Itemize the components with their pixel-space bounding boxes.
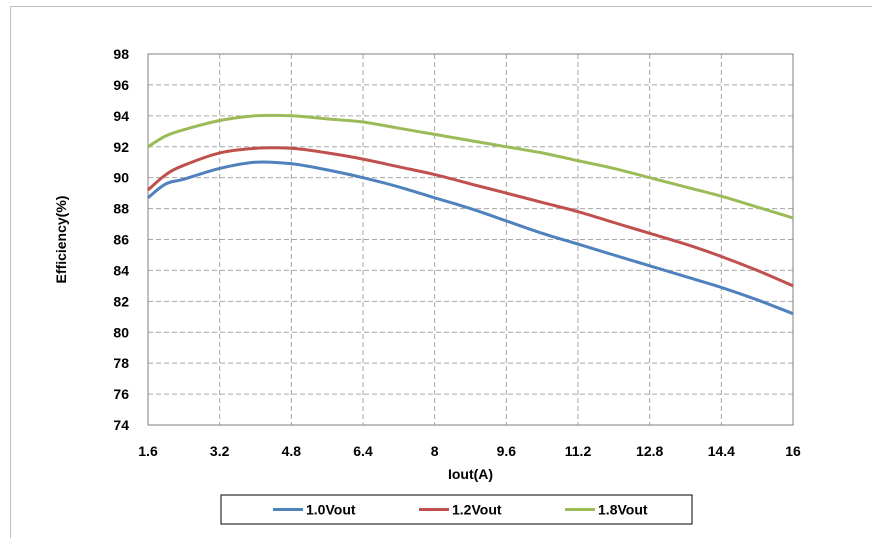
x-tick-label: 14.4 <box>708 443 735 459</box>
y-tick-label: 94 <box>113 108 129 124</box>
x-tick-label: 11.2 <box>565 443 592 459</box>
y-tick-label: 96 <box>113 77 129 93</box>
series-line-2 <box>147 146 794 288</box>
y-tick-label: 74 <box>113 417 129 433</box>
y-tick-label: 90 <box>113 170 129 186</box>
legend-label: 1.8Vout <box>598 502 648 518</box>
x-tick-label: 6.4 <box>353 443 373 459</box>
legend-label: 1.0Vout <box>306 502 356 518</box>
y-tick-label: 86 <box>113 232 129 248</box>
grid-lines <box>147 53 794 426</box>
y-tick-label: 80 <box>113 324 129 340</box>
series-line-1 <box>147 160 794 316</box>
chart-frame <box>10 6 872 538</box>
legend-label: 1.2Vout <box>452 502 502 518</box>
x-tick-label: 8 <box>431 443 439 459</box>
series-line-3 <box>147 113 794 220</box>
y-tick-label: 84 <box>113 262 129 278</box>
x-tick-label: 16 <box>785 443 801 459</box>
y-axis-title: Efficiency(%) <box>53 196 69 284</box>
x-tick-label: 3.2 <box>210 443 230 459</box>
y-tick-label: 78 <box>113 355 129 371</box>
x-tick-label: 9.6 <box>497 443 517 459</box>
x-tick-label: 1.6 <box>138 443 158 459</box>
y-tick-labels: 74 76 78 80 82 84 86 88 90 92 94 96 98 <box>113 46 129 433</box>
x-tick-label: 4.8 <box>282 443 302 459</box>
y-tick-label: 76 <box>113 386 129 402</box>
plot-area <box>147 53 794 426</box>
y-tick-label: 92 <box>113 139 129 155</box>
y-tick-label: 98 <box>113 46 129 62</box>
legend: 1.0Vout 1.2Vout 1.8Vout <box>220 494 693 525</box>
series-layer <box>147 113 794 316</box>
x-tick-label: 12.8 <box>636 443 663 459</box>
y-tick-label: 82 <box>113 293 129 309</box>
y-tick-label: 88 <box>113 201 129 217</box>
x-tick-labels: 1.6 3.2 4.8 6.4 8 9.6 11.2 12.8 14.4 16 <box>138 443 801 459</box>
x-axis-title: Iout(A) <box>448 466 493 482</box>
